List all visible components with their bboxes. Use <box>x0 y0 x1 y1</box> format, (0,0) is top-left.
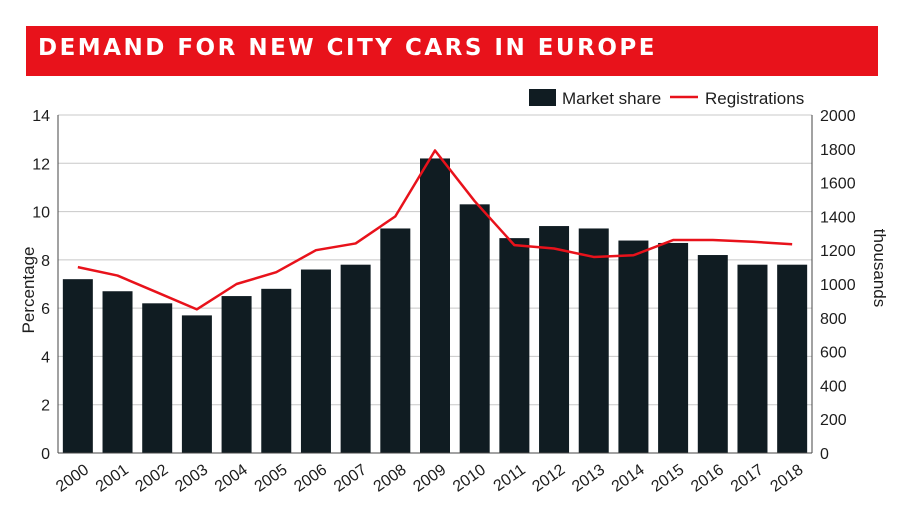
registrations-line-group <box>77 149 793 311</box>
y-axis-title-right: thousands <box>870 229 889 307</box>
bar-market-share <box>340 264 371 453</box>
bar-market-share <box>459 204 490 453</box>
bar-market-share <box>578 228 609 453</box>
right-tick-label: 2000 <box>820 108 856 125</box>
y-axis-title-left: Percentage <box>19 247 38 334</box>
legend-swatch-market-share <box>529 89 556 106</box>
bar-market-share <box>539 226 570 453</box>
right-tick-label: 0 <box>820 446 829 463</box>
legend-label-registrations: Registrations <box>705 89 804 108</box>
bar-market-share <box>499 238 530 453</box>
bar-market-share <box>181 315 212 453</box>
left-tick-label: 8 <box>41 253 50 270</box>
x-tick-label: 2013 <box>569 461 608 495</box>
bar-market-share <box>777 264 808 453</box>
bar-market-share <box>697 255 728 453</box>
x-tick-label: 2016 <box>688 461 727 495</box>
bar-market-share <box>62 279 93 453</box>
x-tick-label: 2017 <box>728 461 767 495</box>
bar-market-share <box>102 291 133 453</box>
bars <box>62 158 808 453</box>
title-band: DEMAND FOR NEW CITY CARS IN EUROPE <box>26 26 878 76</box>
left-tick-label: 6 <box>41 301 50 318</box>
right-tick-label: 1400 <box>820 209 856 226</box>
bar-market-share <box>658 242 689 453</box>
x-tick-label: 2006 <box>291 461 330 495</box>
x-tick-label: 2000 <box>53 461 92 495</box>
axes <box>57 115 813 454</box>
x-tick-label: 2008 <box>371 461 410 495</box>
bar-market-share <box>300 269 331 453</box>
left-tick-label: 0 <box>41 446 50 463</box>
registrations-line <box>77 149 793 311</box>
right-tick-label: 800 <box>820 311 847 328</box>
legend: Market share Registrations <box>529 89 804 108</box>
bar-market-share <box>737 264 768 453</box>
right-tick-label: 1200 <box>820 243 856 260</box>
left-tick-label: 4 <box>41 349 50 366</box>
left-tick-label: 14 <box>32 108 50 125</box>
left-tick-label: 10 <box>32 205 50 222</box>
right-tick-label: 400 <box>820 378 847 395</box>
bar-market-share <box>221 296 252 453</box>
right-tick-label: 1000 <box>820 277 856 294</box>
chart-title: DEMAND FOR NEW CITY CARS IN EUROPE <box>38 35 657 61</box>
x-tick-label: 2005 <box>252 461 291 495</box>
x-tick-label: 2009 <box>410 461 449 495</box>
right-tick-label: 1600 <box>820 176 856 193</box>
bar-market-share <box>420 158 450 453</box>
x-tick-label: 2007 <box>331 461 370 495</box>
x-tick-label: 2001 <box>93 461 132 495</box>
x-tick-label: 2015 <box>648 461 687 495</box>
x-tick-label: 2004 <box>212 461 251 495</box>
left-tick-label: 12 <box>32 156 50 173</box>
right-tick-label: 200 <box>820 412 847 429</box>
bar-market-share <box>142 303 173 453</box>
x-tick-label: 2003 <box>172 461 211 495</box>
left-axis-ticks: 0 2 4 6 8 10 12 14 <box>32 108 50 463</box>
x-tick-label: 2014 <box>609 461 648 495</box>
x-tick-label: 2018 <box>768 461 807 495</box>
bar-market-share <box>380 228 411 453</box>
x-tick-label: 2011 <box>491 461 529 495</box>
x-tick-label: 2002 <box>133 461 172 495</box>
right-tick-label: 1800 <box>820 142 856 159</box>
left-tick-label: 2 <box>41 398 50 415</box>
right-axis-ticks: 0 200 400 600 800 1000 1200 1400 1600 1800 2000 <box>820 108 856 463</box>
right-tick-label: 600 <box>820 345 847 362</box>
x-tick-label: 2012 <box>529 461 568 495</box>
legend-label-market-share: Market share <box>562 89 661 108</box>
x-tick-label: 2010 <box>450 461 489 495</box>
bar-market-share <box>618 240 649 453</box>
bar-market-share <box>261 288 292 453</box>
x-axis-ticks: 2000 2001 2002 2003 2004 2005 2006 2007 2008 2009… <box>53 461 806 495</box>
